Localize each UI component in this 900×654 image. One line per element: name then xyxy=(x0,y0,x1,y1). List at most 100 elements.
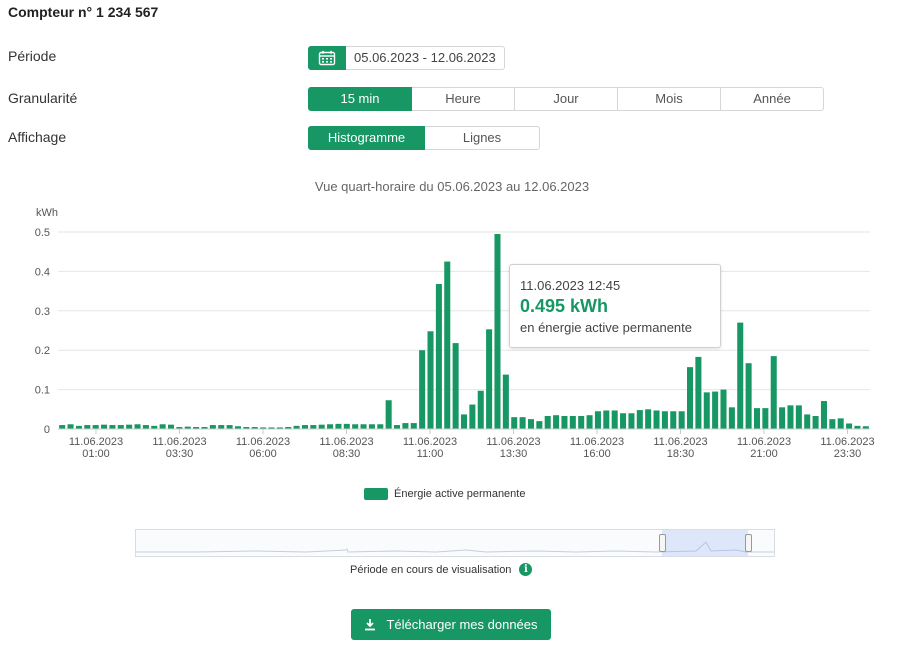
chart-bar[interactable] xyxy=(695,356,702,429)
chart-bar[interactable] xyxy=(435,284,442,429)
chart-bar[interactable] xyxy=(762,408,769,429)
chart-bar[interactable] xyxy=(460,414,468,429)
chart-bar[interactable] xyxy=(385,400,392,429)
chart-bar[interactable] xyxy=(243,427,250,429)
chart-bar[interactable] xyxy=(218,425,225,429)
navigator-right-handle[interactable] xyxy=(745,534,752,552)
chart-bar[interactable] xyxy=(703,392,710,429)
chart-bar[interactable] xyxy=(126,424,133,429)
chart-bar[interactable] xyxy=(720,389,727,429)
chart-bar[interactable] xyxy=(477,390,484,429)
chart-bar[interactable] xyxy=(209,425,216,429)
chart-bar[interactable] xyxy=(193,427,200,429)
chart-bar[interactable] xyxy=(812,416,819,429)
download-button[interactable]: Télécharger mes données xyxy=(351,609,551,640)
chart-bar[interactable] xyxy=(84,425,91,429)
chart-bar[interactable] xyxy=(511,417,518,429)
calendar-icon[interactable] xyxy=(308,46,346,70)
chart-bar[interactable] xyxy=(226,425,233,429)
period-input[interactable]: 05.06.2023 - 12.06.2023 xyxy=(346,46,505,70)
chart-bar[interactable] xyxy=(544,416,551,429)
granularity-option-month[interactable]: Mois xyxy=(618,87,721,111)
chart-bar[interactable] xyxy=(394,425,401,429)
chart-bar[interactable] xyxy=(804,414,811,429)
display-option-histogram[interactable]: Histogramme xyxy=(308,126,425,150)
chart-bar[interactable] xyxy=(837,418,844,429)
chart-bar[interactable] xyxy=(101,424,108,429)
chart-bar[interactable] xyxy=(770,356,777,429)
chart-bar[interactable] xyxy=(335,423,342,429)
granularity-option-hour[interactable]: Heure xyxy=(412,87,515,111)
chart-bar[interactable] xyxy=(276,427,283,429)
chart-bar[interactable] xyxy=(410,423,417,429)
chart-bar[interactable] xyxy=(820,401,827,429)
chart-bar[interactable] xyxy=(745,363,752,429)
chart-bar[interactable] xyxy=(862,426,869,429)
chart-bar[interactable] xyxy=(553,415,560,429)
display-option-lines[interactable]: Lignes xyxy=(425,126,540,150)
chart-bar[interactable] xyxy=(285,427,292,429)
period-picker[interactable]: 05.06.2023 - 12.06.2023 xyxy=(308,46,505,70)
chart-bar[interactable] xyxy=(753,408,761,429)
chart-bar[interactable] xyxy=(92,425,99,429)
chart-bar[interactable] xyxy=(678,411,685,429)
chart-bar[interactable] xyxy=(159,424,166,429)
chart-bar[interactable] xyxy=(343,423,350,429)
chart-bar[interactable] xyxy=(268,427,275,429)
chart-bar[interactable] xyxy=(854,425,861,429)
chart-bar[interactable] xyxy=(251,427,258,429)
chart-bar[interactable] xyxy=(519,417,526,429)
chart-bar[interactable] xyxy=(201,427,208,429)
chart-bar[interactable] xyxy=(134,424,141,429)
chart-bar[interactable] xyxy=(527,419,534,429)
chart-bar[interactable] xyxy=(142,425,149,429)
chart-bar[interactable] xyxy=(536,421,543,429)
chart-bar[interactable] xyxy=(360,424,367,429)
chart-bar[interactable] xyxy=(737,322,744,429)
granularity-option-15min[interactable]: 15 min xyxy=(308,87,412,111)
chart-bar[interactable] xyxy=(670,411,677,429)
granularity-option-year[interactable]: Année xyxy=(721,87,824,111)
chart-bar[interactable] xyxy=(444,261,451,429)
chart-bar[interactable] xyxy=(779,407,786,429)
chart-bar[interactable] xyxy=(846,423,853,429)
chart-bar[interactable] xyxy=(795,405,802,429)
chart-bar[interactable] xyxy=(117,425,124,429)
chart-bar[interactable] xyxy=(109,425,116,429)
chart-bar[interactable] xyxy=(636,410,643,429)
chart-bar[interactable] xyxy=(594,411,601,429)
granularity-option-day[interactable]: Jour xyxy=(515,87,618,111)
chart-bar[interactable] xyxy=(645,409,652,429)
chart-bar[interactable] xyxy=(620,413,627,429)
chart-bar[interactable] xyxy=(310,425,317,429)
chart-bar[interactable] xyxy=(603,410,610,429)
chart-bar[interactable] xyxy=(787,405,794,429)
chart-bar[interactable] xyxy=(327,424,334,429)
chart-bar[interactable] xyxy=(301,425,308,429)
info-icon[interactable]: i xyxy=(519,563,533,576)
chart-legend[interactable]: Énergie active permanente xyxy=(364,488,525,500)
chart-bar[interactable] xyxy=(578,416,585,429)
navigator-selection[interactable] xyxy=(662,530,748,556)
chart-bar[interactable] xyxy=(377,424,384,429)
chart-bar[interactable] xyxy=(494,233,501,429)
chart-bar[interactable] xyxy=(586,415,593,429)
chart-bar[interactable] xyxy=(75,425,82,429)
chart-bar[interactable] xyxy=(628,413,635,429)
chart-bar[interactable] xyxy=(59,425,66,429)
chart-bar[interactable] xyxy=(293,425,300,429)
chart-bar[interactable] xyxy=(452,343,459,429)
chart-bar[interactable] xyxy=(569,416,576,429)
chart-bar[interactable] xyxy=(352,424,359,429)
chart-bar[interactable] xyxy=(260,427,267,429)
chart-bar[interactable] xyxy=(486,329,493,429)
chart-bar[interactable] xyxy=(184,426,191,429)
chart-bar[interactable] xyxy=(687,367,694,429)
chart-bar[interactable] xyxy=(469,404,476,429)
chart-bar[interactable] xyxy=(368,424,375,429)
navigator-left-handle[interactable] xyxy=(659,534,666,552)
chart-bar[interactable] xyxy=(67,424,74,429)
chart-bar[interactable] xyxy=(728,407,735,429)
range-navigator[interactable] xyxy=(135,529,775,557)
chart-bar[interactable] xyxy=(829,419,836,429)
